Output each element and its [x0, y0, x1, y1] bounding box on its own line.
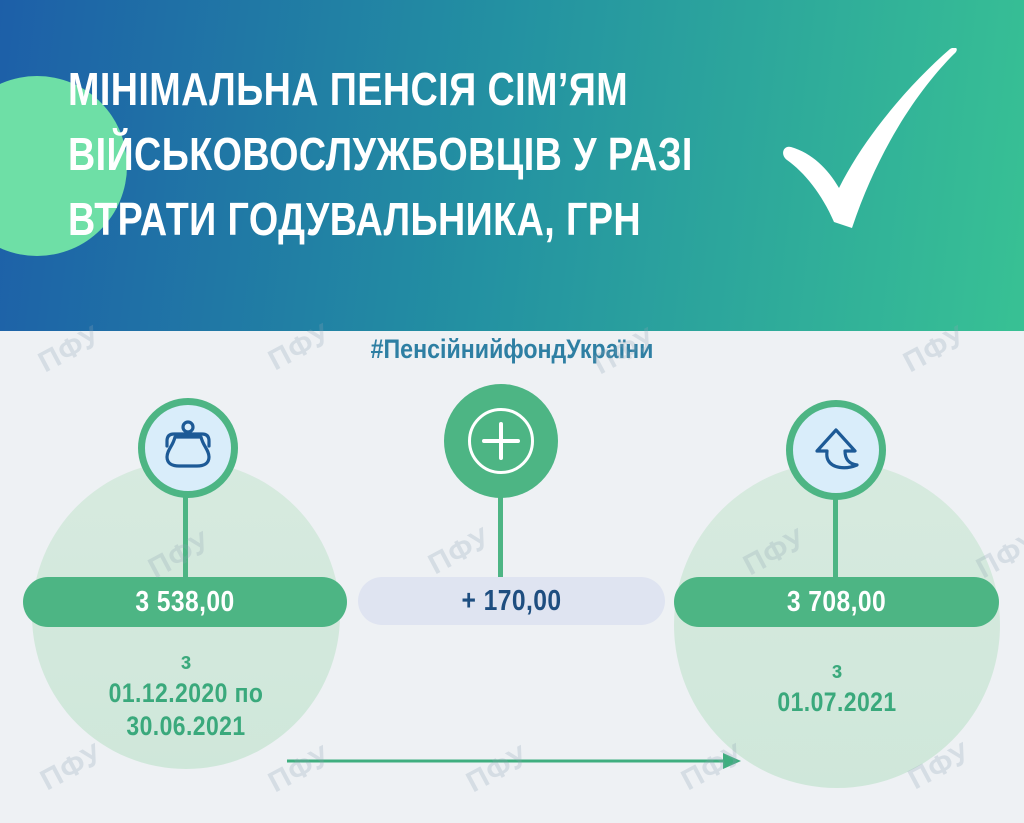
after-amount: 3 708,00	[786, 585, 887, 618]
title-line-2: ВІЙСЬКОВОСЛУЖБОВЦІВ У РАЗІ	[68, 128, 693, 180]
after-period-prefix: з	[831, 657, 843, 684]
arrow-up-icon-badge	[786, 400, 886, 500]
after-amount-pill: 3 708,00	[674, 577, 999, 627]
hashtag: #ПенсійнийфондУкраїни	[370, 334, 654, 364]
header-banner: МІНІМАЛЬНА ПЕНСІЯ СІМ’ЯМ ВІЙСЬКОВОСЛУЖБО…	[0, 0, 1024, 331]
plus-icon	[468, 408, 534, 474]
before-amount: 3 538,00	[135, 585, 235, 618]
increase-amount: + 170,00	[461, 584, 562, 617]
plus-icon-badge	[444, 384, 558, 498]
page-title: МІНІМАЛЬНА ПЕНСІЯ СІМ’ЯМ ВІЙСЬКОВОСЛУЖБО…	[68, 57, 830, 252]
before-period-line-1: 01.12.2020 по	[108, 678, 264, 708]
watermark: ПФУ	[423, 522, 497, 582]
before-period: з 01.12.2020 по 30.06.2021	[36, 647, 336, 743]
purse-icon	[165, 420, 211, 468]
after-period-line-1: 01.07.2021	[777, 687, 897, 717]
increase-connector	[498, 494, 503, 580]
before-period-prefix: з	[180, 648, 192, 675]
before-amount-pill: 3 538,00	[23, 577, 347, 627]
after-period: з 01.07.2021	[687, 656, 987, 719]
checkmark-icon	[783, 48, 957, 228]
timeline-arrow	[287, 753, 741, 769]
title-line-3: ВТРАТИ ГОДУВАЛЬНИКА, ГРН	[68, 193, 642, 245]
before-connector	[183, 494, 188, 582]
after-connector	[833, 496, 838, 580]
before-period-line-2: 30.06.2021	[126, 711, 246, 741]
watermark: ПФУ	[35, 738, 109, 798]
increase-amount-pill: + 170,00	[358, 577, 665, 625]
arrow-up-icon	[815, 428, 859, 470]
title-line-1: МІНІМАЛЬНА ПЕНСІЯ СІМ’ЯМ	[68, 63, 629, 115]
purse-icon-badge	[138, 398, 238, 498]
